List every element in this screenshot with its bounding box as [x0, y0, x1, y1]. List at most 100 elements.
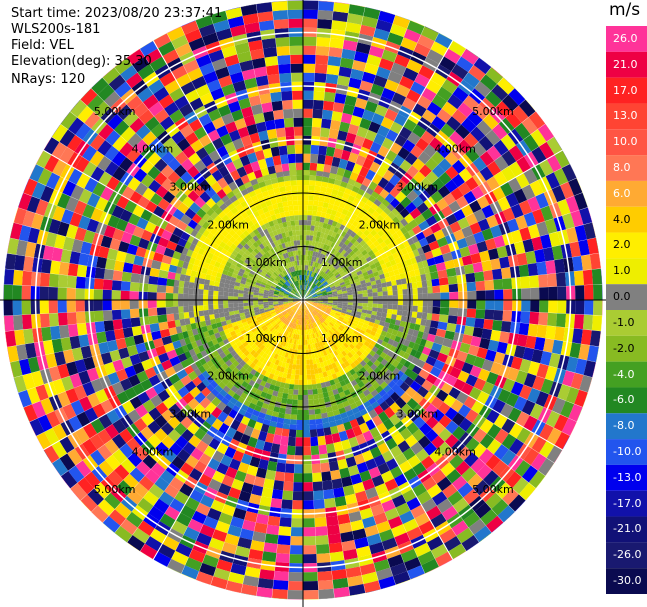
- noise-gate: [468, 199, 482, 213]
- noise-gate: [389, 121, 404, 135]
- data-gate: [338, 391, 346, 399]
- data-gate: [320, 407, 327, 414]
- noise-gate: [80, 494, 98, 512]
- data-gate: [381, 312, 387, 318]
- data-gate: [254, 311, 261, 316]
- data-gate: [354, 316, 361, 322]
- noise-gate: [574, 358, 588, 375]
- noise-gate: [405, 386, 417, 398]
- data-gate: [303, 309, 305, 315]
- noise-gate: [275, 36, 290, 47]
- noise-gate: [338, 430, 349, 442]
- data-gate: [369, 221, 378, 230]
- data-gate: [269, 307, 275, 311]
- data-gate: [356, 243, 363, 250]
- noise-gate: [510, 381, 524, 396]
- noise-gate: [490, 329, 501, 342]
- data-gate: [357, 403, 366, 412]
- noise-gate: [353, 135, 365, 147]
- data-gate: [356, 287, 363, 292]
- noise-gate: [149, 267, 160, 278]
- noise-gate: [248, 548, 264, 561]
- noise-gate: [174, 164, 187, 178]
- noise-gate: [91, 511, 103, 523]
- data-gate: [353, 255, 360, 262]
- data-gate: [279, 356, 285, 362]
- data-gate: [220, 320, 227, 327]
- data-gate: [234, 400, 243, 409]
- data-gate: [303, 419, 310, 425]
- noise-gate: [431, 409, 445, 422]
- noise-gate: [540, 205, 554, 222]
- noise-gate: [534, 248, 546, 263]
- noise-gate: [102, 67, 115, 78]
- noise-gate: [188, 152, 201, 166]
- noise-gate: [334, 496, 347, 507]
- data-gate: [310, 318, 314, 324]
- noise-gate: [548, 286, 558, 300]
- noise-gate: [449, 221, 462, 233]
- noise-gate: [60, 470, 78, 489]
- data-gate: [366, 367, 374, 375]
- noise-gate: [348, 152, 359, 164]
- data-gate: [244, 335, 251, 342]
- data-gate: [335, 354, 342, 361]
- noise-gate: [311, 126, 321, 137]
- noise-gate: [232, 507, 247, 520]
- noise-gate: [390, 465, 404, 479]
- data-gate: [382, 300, 388, 305]
- noise-gate: [433, 229, 445, 241]
- data-gate: [323, 217, 330, 224]
- data-gate: [275, 286, 281, 290]
- data-gate: [313, 285, 318, 290]
- noise-gate: [333, 2, 350, 14]
- noise-gate: [320, 127, 330, 138]
- noise-gate: [355, 433, 367, 446]
- data-gate: [362, 388, 371, 397]
- data-gate: [218, 308, 224, 314]
- noise-gate: [148, 407, 162, 421]
- noise-gate: [67, 448, 83, 466]
- data-gate: [311, 210, 318, 217]
- noise-gate: [412, 483, 427, 497]
- noise-gate: [207, 108, 222, 122]
- data-gate: [367, 206, 376, 215]
- noise-gate: [359, 80, 374, 93]
- data-gate: [311, 317, 315, 323]
- data-gate: [265, 312, 272, 317]
- noise-gate: [303, 500, 314, 510]
- noise-gate: [70, 184, 85, 201]
- data-gate: [261, 279, 268, 284]
- data-gate: [257, 277, 263, 282]
- noise-gate: [220, 133, 233, 146]
- data-gate: [332, 255, 338, 262]
- data-gate: [268, 325, 274, 331]
- noise-gate: [36, 150, 52, 169]
- noise-gate: [57, 391, 71, 408]
- noise-gate: [438, 414, 452, 428]
- data-gate: [355, 335, 362, 342]
- data-gate: [316, 211, 322, 217]
- noise-gate: [142, 94, 159, 110]
- noise-gate: [66, 300, 76, 313]
- data-gate: [224, 366, 233, 375]
- noise-gate: [114, 81, 132, 98]
- noise-gate: [303, 437, 311, 447]
- data-gate: [309, 419, 317, 425]
- noise-gate: [126, 95, 143, 111]
- data-gate: [263, 295, 269, 299]
- data-gate: [293, 298, 299, 300]
- data-gate: [323, 267, 329, 273]
- noise-gate: [143, 490, 159, 506]
- data-gate: [332, 409, 341, 416]
- noise-gate: [171, 455, 186, 470]
- noise-gate: [155, 441, 169, 456]
- data-gate: [391, 285, 398, 291]
- data-gate: [359, 276, 365, 282]
- noise-gate: [89, 150, 105, 167]
- data-gate: [375, 349, 383, 356]
- data-gate: [284, 313, 289, 318]
- data-gate: [333, 350, 339, 357]
- data-gate: [288, 327, 293, 333]
- data-gate: [306, 260, 310, 266]
